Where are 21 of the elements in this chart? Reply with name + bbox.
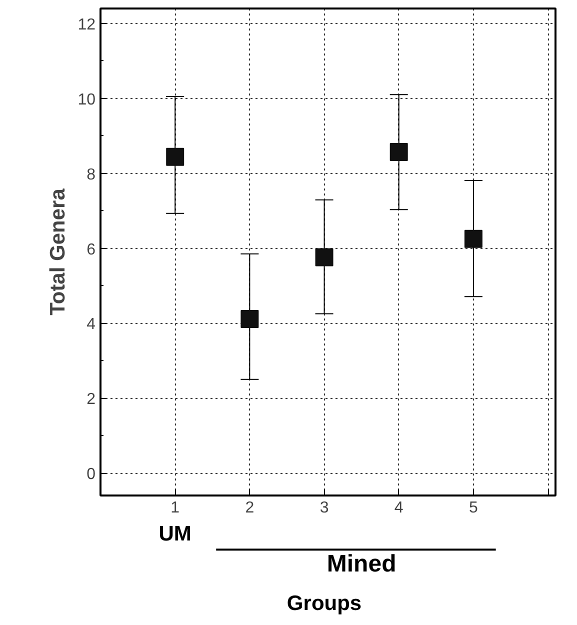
x-tick-label: 4 <box>394 500 404 516</box>
y-tick-label: 6 <box>86 241 96 258</box>
y-tick-label: 10 <box>78 91 96 108</box>
y-axis-title: Total Genera <box>46 188 70 316</box>
x-tick-label: 3 <box>320 500 329 516</box>
point <box>464 230 482 248</box>
y-tick-label: 12 <box>78 16 96 34</box>
point <box>240 310 259 328</box>
y-tick-label: 2 <box>86 391 96 408</box>
text: Mined <box>326 550 396 578</box>
text: UM <box>158 522 192 546</box>
x-tick-label: 1 <box>170 500 180 516</box>
x-axis-title: Groups <box>286 592 362 615</box>
point <box>390 142 408 161</box>
y-tick-label: 0 <box>86 466 96 484</box>
x-tick-label: 5 <box>469 500 478 516</box>
point <box>315 248 334 266</box>
point <box>166 148 184 166</box>
y-tick-label: 4 <box>86 316 96 334</box>
y-tick-label: 8 <box>86 166 96 184</box>
x-tick-label: 2 <box>245 500 254 516</box>
